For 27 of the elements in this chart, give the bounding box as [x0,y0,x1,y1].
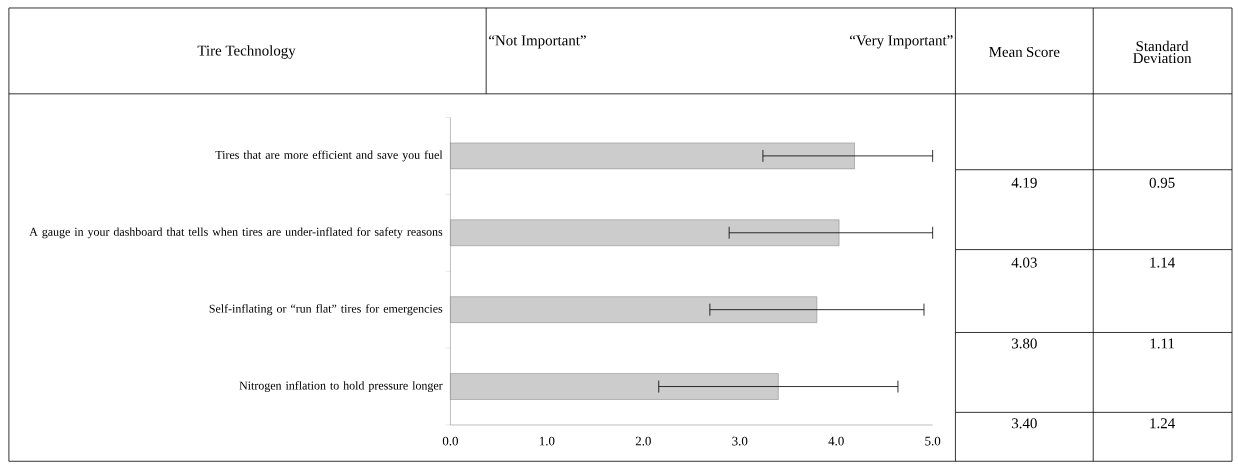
x-tick-label: 4.0 [828,436,844,446]
y-tick-label: A gauge in your dashboard that tells when tires are under-inflated for safety reasons [29,227,443,239]
text: “Not Important” [489,35,586,49]
bar [450,373,779,400]
text: “Very Important” [849,35,953,49]
bar [450,142,855,169]
text: Mean Score [989,46,1060,57]
text: Tire Technology [197,45,296,59]
text: 1.24 [1150,418,1175,429]
y-tick-label: Tires that are more efficient and save you fuel [215,150,443,162]
x-tick-label: 3.0 [732,436,748,446]
data-label: 4.03 [1011,257,1037,268]
y-tick-label: Self-inflating or “run flat” tires for emergencies [209,304,443,316]
y-tick-label: Nitrogen inflation to hold pressure longer [239,380,443,392]
x-tick-label: 2.0 [635,436,651,446]
text: 1.11 [1150,338,1175,349]
bar [450,219,840,246]
bar [450,296,818,323]
x-tick-label: 5.0 [925,436,941,446]
x-tick-label: 0.0 [442,436,458,446]
data-label: 4.19 [1011,177,1037,188]
text: Standard Deviation [1133,40,1192,63]
text: 1.14 [1150,257,1175,268]
x-tick-label: 1.0 [539,436,555,446]
data-label: 3.40 [1011,418,1037,429]
text: 0.95 [1149,177,1175,188]
data-label: 3.80 [1011,338,1037,349]
